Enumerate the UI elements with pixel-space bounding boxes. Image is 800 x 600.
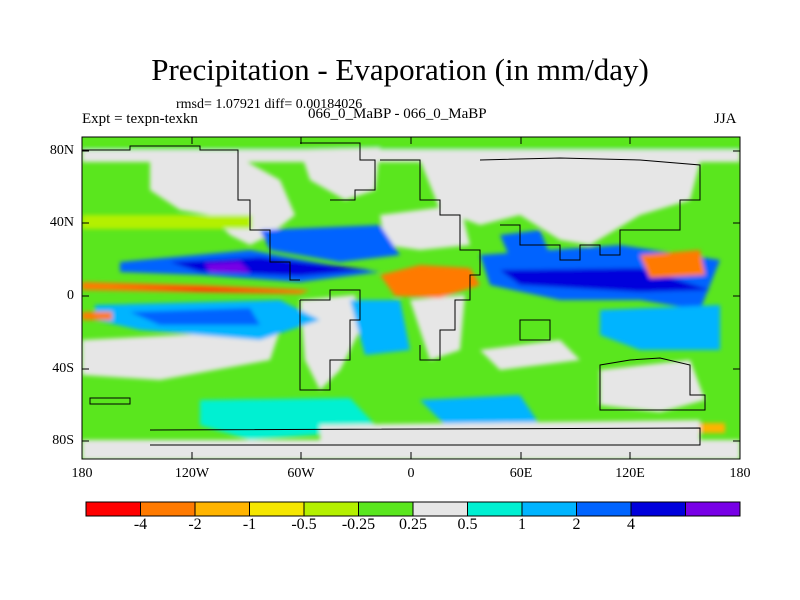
lat-label-0: 0 <box>67 288 74 303</box>
plot-title: Precipitation - Evaporation (in mm/day) <box>151 52 649 87</box>
colorbar-swatch <box>576 501 632 517</box>
lat-label-80s: 80S <box>52 433 74 448</box>
run-names: 066_0_MaBP - 066_0_MaBP <box>308 106 487 122</box>
colorbar-swatch <box>412 501 468 517</box>
colorbar-swatch <box>249 501 305 517</box>
experiment-label: Expt = texpn-texkn <box>82 111 198 127</box>
colorbar-swatch <box>521 501 577 517</box>
lat-label-40n: 40N <box>49 215 74 230</box>
colorbar-swatch <box>358 501 414 517</box>
colorbar-swatch <box>467 501 523 517</box>
colorbar-label: 4 <box>627 516 635 533</box>
axis-ticks <box>82 137 740 459</box>
colorbar-label: -2 <box>188 516 202 533</box>
colorbar-label: -1 <box>242 516 257 533</box>
coastline <box>82 142 706 446</box>
colorbar-swatch <box>685 501 741 517</box>
lon-label-120e: 120E <box>615 466 645 481</box>
colorbar-label: 2 <box>572 516 581 533</box>
colorbar-swatch <box>194 501 250 517</box>
colorbar-swatch <box>85 501 141 517</box>
lon-label-180e: 180 <box>729 466 751 481</box>
colorbar-swatch <box>140 501 196 517</box>
map-field <box>82 137 740 459</box>
colorbar-swatch <box>630 501 686 517</box>
colorbar-label: -0.5 <box>291 516 317 533</box>
lon-label-60e: 60E <box>509 466 533 481</box>
colorbar <box>85 501 741 517</box>
colorbar-label: -0.25 <box>341 516 376 533</box>
lon-label-120w: 120W <box>174 466 210 481</box>
lon-label-180w: 180 <box>71 466 93 481</box>
season-label: JJA <box>714 111 737 127</box>
lat-label-40s: 40S <box>52 361 74 376</box>
colorbar-label: 0.25 <box>399 516 427 533</box>
colorbar-label: -4 <box>133 516 148 533</box>
colorbar-label: 0.5 <box>457 516 478 533</box>
colorbar-swatch <box>303 501 359 517</box>
stats-text: rmsd= 1.07921 diff= 0.00184026 <box>176 97 363 112</box>
lat-label-80n: 80N <box>49 143 74 158</box>
lon-label-60w: 60W <box>287 466 315 481</box>
lon-label-0: 0 <box>407 466 415 481</box>
colorbar-label: 1 <box>518 516 526 533</box>
